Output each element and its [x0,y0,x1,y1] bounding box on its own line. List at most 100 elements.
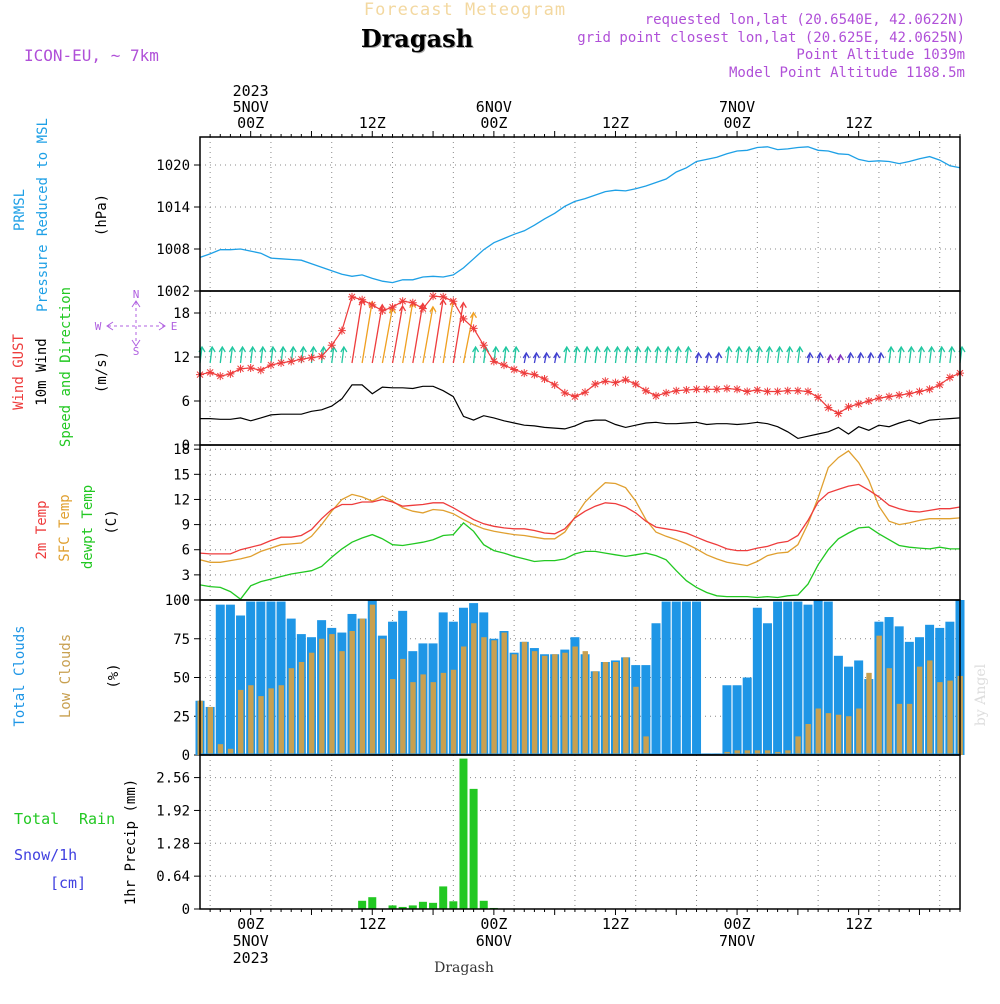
top-time-label: 12Z [602,114,629,132]
wind-gust-marker [418,304,427,313]
wind-gust-marker [895,391,904,400]
wind-arrow-head [684,345,692,353]
low-cloud-bar [430,682,436,755]
wind-gust-marker [459,314,468,323]
total-cloud-bar [661,601,671,755]
watermark: by Angel [973,663,989,726]
wind-unit: (m/s) [94,351,110,393]
low-cloud-bar [481,637,487,755]
low-cloud-bar [916,666,923,755]
precip-bar [459,758,468,909]
y-tick-label: 12 [173,492,190,508]
total-cloud-bar [793,601,803,755]
wind-arrow [391,305,404,364]
wind-arrow-head [553,351,561,359]
y-tick-label: 6 [182,543,190,559]
wind-arrow-head [897,345,905,353]
low-cloud-bar [947,680,953,755]
precip-bar [479,900,488,909]
wind-gust-marker [712,385,721,394]
y-tick-label: 50 [173,671,190,687]
y-tick-label: 75 [173,632,190,648]
compass-east: E [171,320,178,333]
wind-arrow-head [705,351,713,359]
wind-arrow [594,346,598,364]
wind-arrow [239,346,244,364]
y-tick-label: 0.64 [156,869,190,885]
low-cloud-bar [227,748,234,755]
wind-arrow [655,346,659,364]
wind-arrow-head [634,345,642,353]
low-cloud-bar [278,685,284,755]
low-cloud-bar [471,623,477,755]
wind-gust-marker [692,385,701,394]
wind-arrow [412,303,424,364]
low-cloud-bar [612,662,619,755]
total-cloud-bar [732,685,742,755]
wind-gust-marker [874,394,883,403]
wind-gust-marker [773,387,782,396]
top-time-label: 2023 [233,82,269,100]
dewpt-line [199,521,960,601]
bottom-time-label: 12Z [602,915,629,933]
clouds-unit: (%) [106,663,122,688]
total-cloud-bar [813,600,823,755]
footer-station: Dragash [434,960,494,976]
wind-gust-line [199,295,961,415]
low-cloud-bar [501,632,507,755]
top-time-label: 00Z [480,114,507,132]
wind-arrow [381,308,394,364]
wind-arrow [462,312,475,364]
wind-gust-marker [652,391,660,400]
wind-arrow [797,346,801,364]
y-tick-label: 18 [173,306,190,322]
wind-arrow-head [603,345,611,353]
low-cloud-bar [825,713,832,755]
precip-bar [408,905,417,909]
low-cloud-bar [643,736,649,755]
wind-compass: N S W E [95,288,178,358]
wind-arrow [766,346,771,364]
low-cloud-bar [775,751,781,755]
wind-arrow-head [563,345,571,353]
wind-gust-marker [783,386,792,395]
bottom-time-label: 7NOV [719,932,755,950]
precip-bar [388,905,397,909]
wind-arrow-head [846,351,855,359]
low-cloud-bar [856,708,862,755]
model-altitude: Model Point Altitude 1188.5m [729,65,965,81]
wind-arrow-head [502,345,510,353]
pressure-unit: (hPa) [94,194,110,236]
low-cloud-bar [562,652,568,755]
low-cloud-bar [410,682,416,755]
bottom-time-label: 00Z [480,915,507,933]
wind-arrow-head [613,345,622,353]
wind-gust-marker [560,388,569,397]
total-clouds-label: Total Clouds [12,625,28,726]
wind-gust-marker [793,386,802,395]
low-cloud-bar [207,706,214,755]
wind-arrow-head [755,345,763,353]
wind-gust-marker [479,341,488,350]
wind-arrow [432,299,444,364]
low-cloud-bar [531,651,538,755]
wind-arrow [270,346,274,364]
point-altitude: Point Altitude 1039m [796,47,965,63]
temp-unit: (C) [104,509,120,534]
wind-arrow [685,346,690,364]
low-cloud-bar [846,716,852,755]
wind-arrow-head [735,345,743,353]
bottom-time-label: 12Z [845,915,872,933]
y-tick-label: 1.92 [156,803,190,819]
bottom-time-label: 2023 [233,949,269,967]
pressure-label-1: PRMSL [12,189,28,231]
wind-gust-marker [530,370,539,379]
wind-arrow [371,304,383,364]
panel-frame-precip [199,754,961,910]
wind-gust-marker [631,380,640,389]
wind-gust-marker [804,387,812,396]
wind-arrow [928,346,933,364]
wind-arrow [949,346,953,364]
wind-gust-marker [429,292,438,301]
wind-gust-marker [824,403,833,412]
